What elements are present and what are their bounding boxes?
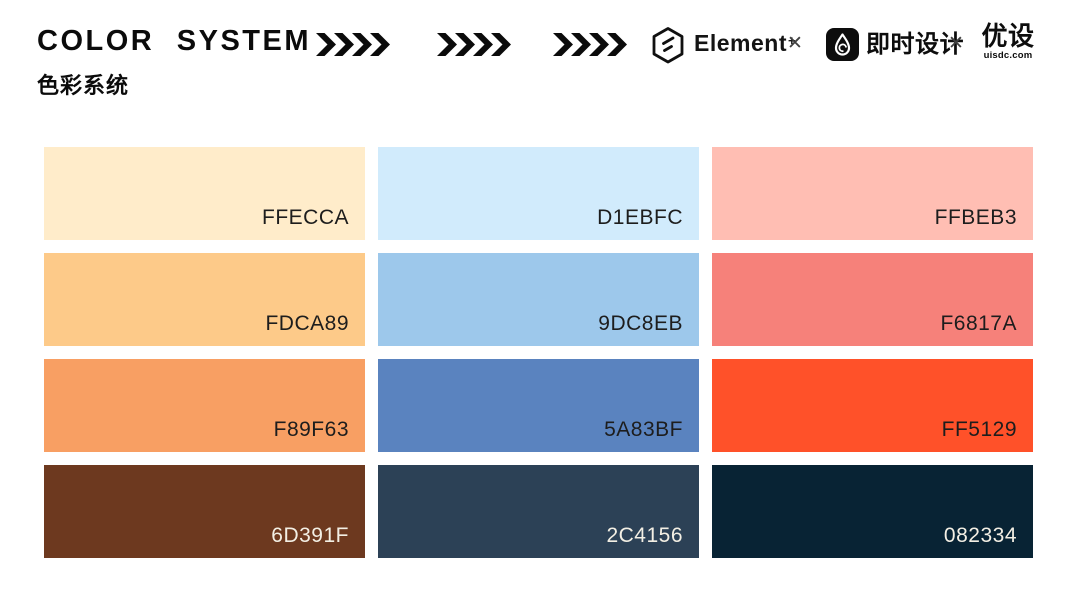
color-swatch: 6D391F — [44, 465, 365, 558]
color-swatch: FFBEB3 — [712, 147, 1033, 240]
chevron-arrows-icon — [316, 33, 392, 56]
jsdesign-logo-icon — [826, 28, 859, 61]
color-swatch: FF5129 — [712, 359, 1033, 452]
color-swatch: F89F63 — [44, 359, 365, 452]
chevron-arrows-icon — [553, 33, 629, 56]
cross-separator-icon: ✕ — [787, 33, 803, 54]
color-swatch: 9DC8EB — [378, 253, 699, 346]
color-swatch: 2C4156 — [378, 465, 699, 558]
color-swatch: FDCA89 — [44, 253, 365, 346]
color-palette-grid: FFECCA D1EBFC FFBEB3 FDCA89 9DC8EB F6817A F89F… — [44, 147, 1033, 558]
color-swatch: 5A83BF — [378, 359, 699, 452]
page-subtitle: 色彩系统 — [37, 73, 130, 98]
color-swatch: F6817A — [712, 253, 1033, 346]
element-plus-superscript: + — [787, 33, 797, 48]
color-swatch: FFECCA — [44, 147, 365, 240]
uisdc-logo-label: 优设 — [981, 21, 1035, 51]
page-title: COLOR SYSTEM — [37, 25, 312, 57]
element-plus-logo-label: Element+ — [694, 30, 797, 56]
chevron-arrows-icon — [437, 33, 513, 56]
jsdesign-logo-label: 即时设计 — [866, 31, 964, 58]
cross-separator-icon: ✕ — [948, 33, 964, 54]
uisdc-domain-label: uisdc.com — [983, 50, 1033, 62]
color-swatch: D1EBFC — [378, 147, 699, 240]
color-swatch: 082334 — [712, 465, 1033, 558]
element-plus-logo-icon — [650, 26, 686, 64]
uisdc-logo: 优设 uisdc.com — [981, 21, 1035, 62]
